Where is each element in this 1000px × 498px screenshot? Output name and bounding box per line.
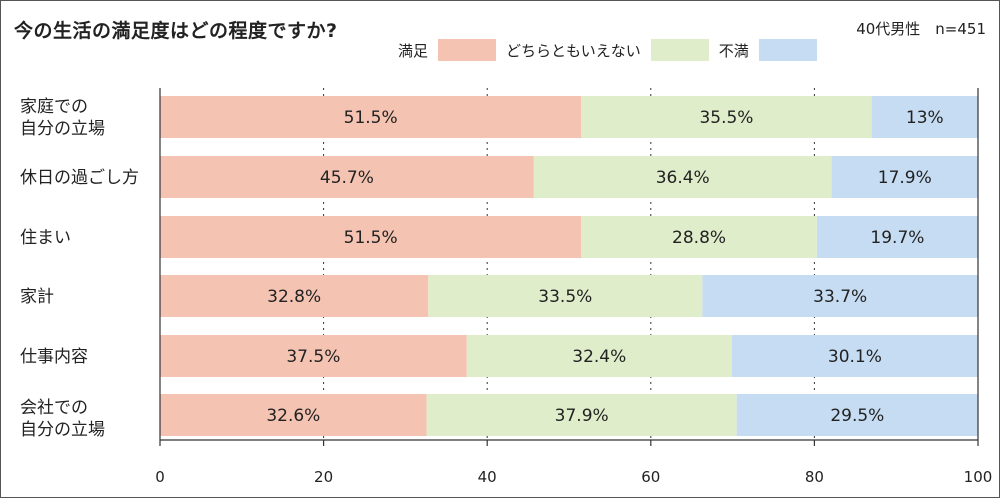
bar-segment	[426, 394, 737, 436]
bar-segment	[466, 335, 732, 377]
bar-segment	[816, 216, 978, 258]
bar-segment	[160, 394, 427, 436]
category-label: 会社での 自分の立場	[20, 398, 105, 440]
value-label: 37.5%	[286, 347, 340, 367]
x-tick-label: 100	[964, 468, 993, 486]
bar-segment	[581, 96, 872, 138]
legend-item-satisfied: 満足	[398, 39, 497, 61]
bar-segment	[160, 216, 582, 258]
sample-note: 40代男性 n=451	[856, 20, 986, 38]
bar-segment	[581, 216, 817, 258]
legend-label: どちらともいえない	[506, 41, 641, 60]
x-tick-label: 20	[314, 468, 333, 486]
bar-segment	[831, 156, 978, 198]
value-label: 28.8%	[672, 228, 726, 248]
legend-swatch	[758, 39, 817, 61]
bar-segment	[736, 394, 978, 436]
value-label: 45.7%	[320, 168, 374, 188]
x-tick-label: 0	[155, 468, 165, 486]
value-label: 32.4%	[572, 347, 626, 367]
x-tick-label: 40	[478, 468, 497, 486]
category-label: 住まい	[20, 228, 71, 248]
value-label: 19.7%	[870, 228, 924, 248]
value-label: 51.5%	[344, 108, 398, 128]
category-label: 家庭での 自分の立場	[20, 97, 105, 139]
legend-swatch	[650, 39, 709, 61]
value-label: 36.4%	[656, 168, 710, 188]
value-label: 51.5%	[344, 228, 398, 248]
legend-swatch	[438, 39, 497, 61]
category-label: 仕事内容	[20, 347, 88, 367]
value-label: 33.7%	[813, 287, 867, 307]
x-tick-label: 80	[805, 468, 824, 486]
value-label: 37.9%	[555, 406, 609, 426]
bar-segment	[428, 275, 703, 317]
bar-segment	[160, 335, 467, 377]
value-label: 35.5%	[699, 108, 753, 128]
legend-label: 満足	[398, 41, 429, 60]
value-label: 13%	[906, 108, 944, 128]
legend-item-neutral: どちらともいえない	[506, 39, 709, 61]
legend: 満足 どちらともいえない 不満	[398, 39, 827, 61]
value-label: 32.6%	[266, 406, 320, 426]
value-label: 33.5%	[538, 287, 592, 307]
bar-segment	[702, 275, 978, 317]
bar-segment	[871, 96, 978, 138]
legend-label: 不満	[718, 41, 749, 60]
category-label: 休日の過ごし方	[20, 168, 139, 188]
value-label: 29.5%	[830, 406, 884, 426]
chart-title: 今の生活の満足度はどの程度ですか?	[14, 20, 338, 42]
bar-segment	[731, 335, 978, 377]
value-label: 30.1%	[828, 347, 882, 367]
value-label: 32.8%	[267, 287, 321, 307]
legend-item-dissatisfied: 不満	[719, 39, 817, 61]
bar-segment	[533, 156, 832, 198]
category-label: 家計	[20, 287, 54, 307]
bar-segment	[160, 96, 582, 138]
bar-segment	[160, 275, 429, 317]
value-label: 17.9%	[878, 168, 932, 188]
bar-segment	[160, 156, 534, 198]
x-tick-label: 60	[641, 468, 660, 486]
